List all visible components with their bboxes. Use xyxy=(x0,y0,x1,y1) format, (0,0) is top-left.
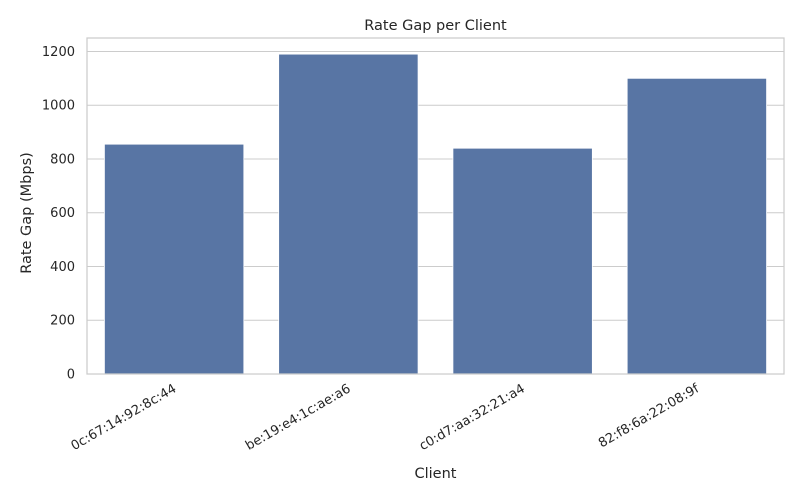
y-tick-label: 1200 xyxy=(42,45,75,60)
y-tick-label: 400 xyxy=(50,260,75,275)
y-tick-label: 0 xyxy=(67,368,75,383)
y-tick-label: 1000 xyxy=(42,99,75,114)
x-tick-label: be:19:e4:1c:ae:a6 xyxy=(243,381,353,453)
x-axis-label: Client xyxy=(415,466,457,482)
plot-frame xyxy=(86,37,785,375)
plot-frame-border xyxy=(86,37,785,375)
bar xyxy=(626,77,767,375)
y-axis-label: Rate Gap (Mbps) xyxy=(19,152,35,274)
x-axis-ticks: 0c:67:14:92:8c:44 be:19:e4:1c:ae:a6 c0:d7:… xyxy=(69,381,703,454)
y-tick-label: 200 xyxy=(50,314,75,329)
bars xyxy=(104,53,767,375)
x-tick-label: 0c:67:14:92:8c:44 xyxy=(69,381,179,453)
y-tick-label: 800 xyxy=(50,152,75,167)
y-axis-ticks: 0 200 400 600 800 1000 1200 xyxy=(42,45,75,383)
bar xyxy=(278,53,419,375)
x-tick-label: 82:f8:6a:22:08:9f xyxy=(596,381,702,451)
bar xyxy=(104,143,245,375)
bar xyxy=(452,147,593,375)
y-tick-label: 600 xyxy=(50,206,75,221)
x-tick-label: c0:d7:aa:32:21:a4 xyxy=(417,381,528,454)
chart-title: Rate Gap per Client xyxy=(364,18,507,34)
